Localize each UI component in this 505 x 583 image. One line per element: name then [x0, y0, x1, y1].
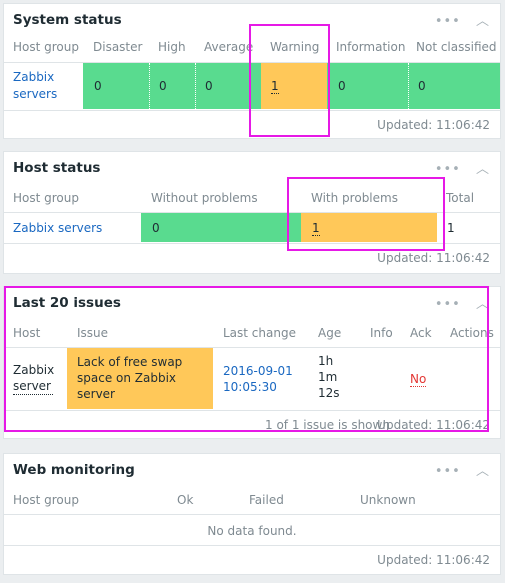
information-count: 0 [338, 79, 346, 93]
warning-cell: 1 [261, 63, 327, 109]
not-classified-count: 0 [418, 79, 426, 93]
table-row: Zabbix server Lack of free swap space on… [4, 348, 500, 410]
col-disaster: Disaster [93, 40, 143, 54]
divider [4, 410, 500, 411]
divider [4, 347, 500, 348]
updated-time: Updated: 11:06:42 [377, 118, 490, 132]
web-monitoring-widget: Web monitoring ••• ︿ Host group Ok Faile… [3, 453, 501, 575]
last-change-date[interactable]: 2016-09-01 [223, 364, 293, 378]
divider [4, 212, 500, 213]
divider [4, 62, 500, 63]
age-hours: 1h [318, 354, 334, 368]
last-change-time[interactable]: 10:05:30 [223, 380, 277, 394]
without-problems-count: 0 [152, 221, 160, 235]
issue-link[interactable]: Lack of free swap space on Zabbix server [77, 355, 183, 401]
widget-controls: ••• ︿ [425, 158, 490, 177]
updated-time: Updated: 11:06:42 [377, 418, 490, 432]
widget-controls: ••• ︿ [425, 10, 490, 29]
col-host-group: Host group [13, 191, 79, 205]
ack-status[interactable]: No [410, 372, 427, 387]
host-link[interactable]: Zabbix server [13, 363, 55, 395]
col-issue: Issue [77, 326, 109, 340]
divider [4, 545, 500, 546]
col-information: Information [336, 40, 406, 54]
divider [4, 243, 500, 244]
collapse-icon[interactable]: ︿ [475, 464, 490, 479]
col-host-group: Host group [13, 40, 79, 54]
severity-cell-row: 0 0 0 1 0 0 [83, 63, 500, 109]
widget-title: System status [13, 12, 122, 28]
menu-icon[interactable]: ••• [434, 14, 461, 29]
total-count: 1 [447, 221, 455, 235]
updated-time: Updated: 11:06:42 [377, 251, 490, 265]
col-without-problems: Without problems [151, 191, 258, 205]
col-with-problems: With problems [311, 191, 398, 205]
collapse-icon[interactable]: ︿ [475, 297, 490, 312]
widget-header: Host status ••• ︿ [4, 152, 500, 182]
col-average: Average [204, 40, 254, 54]
menu-icon[interactable]: ••• [434, 162, 461, 177]
widget-title: Web monitoring [13, 462, 135, 478]
col-not-classified: Not classified [416, 40, 497, 54]
high-count: 0 [159, 79, 167, 93]
col-unknown: Unknown [360, 493, 416, 507]
system-status-widget: System status ••• ︿ Host group Disaster … [3, 3, 501, 139]
widget-controls: ••• ︿ [425, 293, 490, 312]
widget-controls: ••• ︿ [425, 460, 490, 479]
widget-header: Web monitoring ••• ︿ [4, 454, 500, 484]
cell-separator [149, 63, 150, 109]
average-count: 0 [205, 79, 213, 93]
col-host-group: Host group [13, 493, 79, 507]
widget-header: System status ••• ︿ [4, 4, 500, 34]
col-ok: Ok [177, 493, 194, 507]
host-group-link[interactable]: Zabbix servers [13, 70, 58, 101]
col-age: Age [318, 326, 342, 340]
col-actions: Actions [450, 326, 494, 340]
collapse-icon[interactable]: ︿ [475, 162, 490, 177]
no-data-message: No data found. [207, 524, 297, 538]
col-high: High [158, 40, 186, 54]
col-warning: Warning [270, 40, 320, 54]
updated-time: Updated: 11:06:42 [377, 553, 490, 567]
disaster-count: 0 [94, 79, 102, 93]
collapse-icon[interactable]: ︿ [475, 14, 490, 29]
last-issues-widget: Last 20 issues ••• ︿ Host Issue Last cha… [3, 286, 501, 439]
age-seconds: 12s [318, 386, 340, 400]
menu-icon[interactable]: ••• [434, 464, 461, 479]
cell-separator [408, 63, 409, 109]
warning-count[interactable]: 1 [271, 79, 279, 94]
col-last-change: Last change [223, 326, 296, 340]
issue-cell: Lack of free swap space on Zabbix server [67, 348, 213, 409]
age-minutes: 1m [318, 370, 338, 384]
widget-header: Last 20 issues ••• ︿ [4, 287, 500, 317]
col-info: Info [370, 326, 393, 340]
with-problems-cell: 1 [301, 213, 437, 242]
table-row: Zabbix servers 0 0 0 1 0 0 [4, 63, 500, 109]
cell-separator [195, 63, 196, 109]
table-row: Zabbix servers 0 1 1 [4, 213, 500, 243]
col-host: Host [13, 326, 41, 340]
divider [4, 110, 500, 111]
col-failed: Failed [249, 493, 284, 507]
col-total: Total [446, 191, 475, 205]
with-problems-count[interactable]: 1 [312, 221, 320, 236]
divider [4, 514, 500, 515]
col-ack: Ack [410, 326, 432, 340]
widget-title: Host status [13, 160, 101, 176]
menu-icon[interactable]: ••• [434, 297, 461, 312]
host-group-link[interactable]: Zabbix servers [13, 221, 103, 235]
issues-shown-count: 1 of 1 issue is shown [265, 418, 390, 432]
without-problems-cell: 0 [141, 213, 301, 242]
host-status-widget: Host status ••• ︿ Host group Without pro… [3, 151, 501, 274]
widget-title: Last 20 issues [13, 295, 121, 311]
